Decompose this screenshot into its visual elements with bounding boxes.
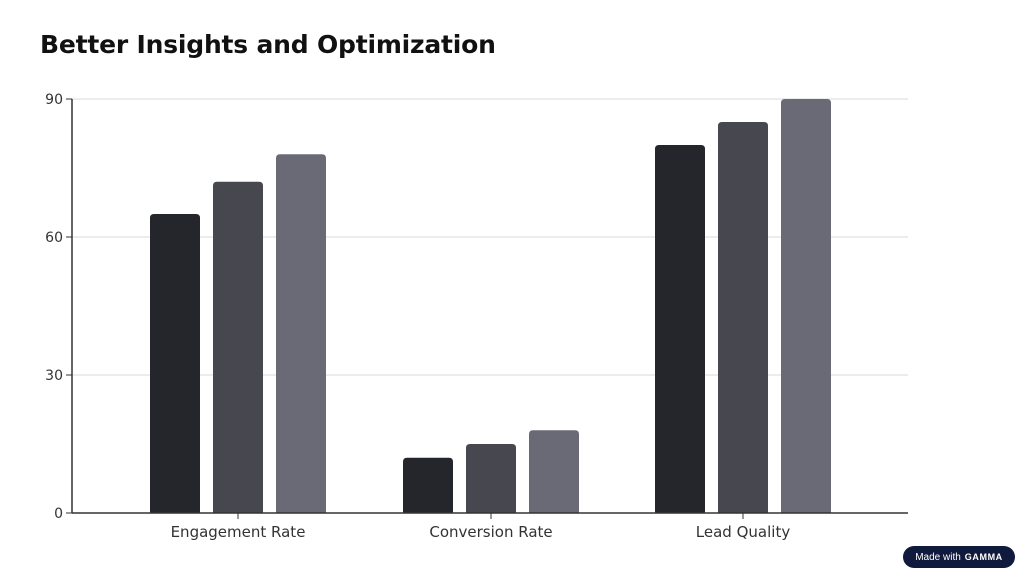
bar-0-series-2 (276, 154, 326, 513)
made-with-gamma-badge[interactable]: Made with GAMMA (903, 546, 1015, 568)
labels: 0 30 60 90 Engagement Rate Conversion Rate Lea… (45, 92, 790, 541)
axes (66, 98, 908, 519)
bar-1-series-0 (403, 457, 453, 513)
bar-1-series-1 (466, 444, 516, 513)
y-tick-label: 60 (45, 230, 63, 246)
badge-prefix: Made with (915, 551, 961, 563)
x-category-label: Engagement Rate (171, 523, 306, 541)
bar-0-series-0 (150, 214, 200, 513)
y-tick-label: 30 (45, 368, 63, 384)
bars (150, 99, 831, 514)
y-tick-label: 90 (45, 92, 63, 108)
bar-2-series-2 (781, 99, 831, 513)
x-category-label: Conversion Rate (429, 523, 552, 541)
gridlines (72, 98, 908, 376)
gamma-logo: GAMMA (964, 552, 1003, 562)
slide-title: Better Insights and Optimization (40, 30, 496, 59)
bar-2-series-0 (655, 145, 705, 513)
bar-2-series-1 (718, 122, 768, 513)
x-category-label: Lead Quality (696, 523, 791, 541)
y-tick-label: 0 (54, 506, 63, 522)
bar-1-series-2 (529, 430, 579, 513)
bar-0-series-1 (213, 181, 263, 514)
